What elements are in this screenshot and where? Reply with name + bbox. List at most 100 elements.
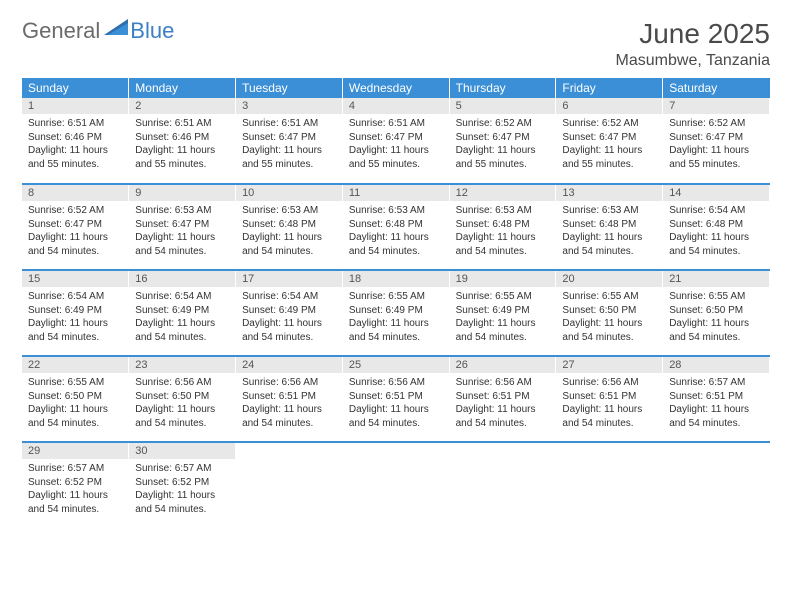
calendar-cell: 2Sunrise: 6:51 AMSunset: 6:46 PMDaylight… (129, 98, 236, 184)
day-content: Sunrise: 6:54 AMSunset: 6:48 PMDaylight:… (663, 201, 769, 262)
day-content: Sunrise: 6:53 AMSunset: 6:48 PMDaylight:… (450, 201, 556, 262)
day-content: Sunrise: 6:56 AMSunset: 6:51 PMDaylight:… (343, 373, 449, 434)
day-content: Sunrise: 6:54 AMSunset: 6:49 PMDaylight:… (22, 287, 128, 348)
sunset-line: Sunset: 6:51 PM (242, 390, 336, 404)
sunrise-line: Sunrise: 6:54 AM (242, 290, 336, 304)
calendar-cell: 10Sunrise: 6:53 AMSunset: 6:48 PMDayligh… (236, 184, 343, 270)
calendar-cell-empty (663, 442, 770, 528)
day-number: 9 (129, 185, 235, 201)
sunrise-line: Sunrise: 6:55 AM (669, 290, 763, 304)
sunrise-line: Sunrise: 6:52 AM (669, 117, 763, 131)
sunrise-line: Sunrise: 6:51 AM (28, 117, 122, 131)
sunrise-line: Sunrise: 6:53 AM (562, 204, 656, 218)
day-number: 21 (663, 271, 769, 287)
daylight-line: Daylight: 11 hours and 54 minutes. (562, 403, 656, 430)
day-number: 1 (22, 98, 128, 114)
sunset-line: Sunset: 6:51 PM (456, 390, 550, 404)
logo: General Blue (22, 18, 174, 44)
sunset-line: Sunset: 6:49 PM (28, 304, 122, 318)
daylight-line: Daylight: 11 hours and 54 minutes. (349, 231, 443, 258)
sunset-line: Sunset: 6:49 PM (135, 304, 229, 318)
calendar-cell-empty (236, 442, 343, 528)
day-number: 11 (343, 185, 449, 201)
day-number: 16 (129, 271, 235, 287)
weekday-header: Tuesday (236, 78, 343, 98)
daylight-line: Daylight: 11 hours and 54 minutes. (349, 317, 443, 344)
day-number: 22 (22, 357, 128, 373)
weekday-header: Friday (556, 78, 663, 98)
day-number: 27 (556, 357, 662, 373)
logo-text-general: General (22, 18, 100, 44)
day-number: 7 (663, 98, 769, 114)
weekday-header: Thursday (449, 78, 556, 98)
day-content: Sunrise: 6:53 AMSunset: 6:47 PMDaylight:… (129, 201, 235, 262)
sunset-line: Sunset: 6:47 PM (28, 218, 122, 232)
sunset-line: Sunset: 6:52 PM (135, 476, 229, 490)
day-number: 8 (22, 185, 128, 201)
sunrise-line: Sunrise: 6:51 AM (349, 117, 443, 131)
day-content: Sunrise: 6:53 AMSunset: 6:48 PMDaylight:… (556, 201, 662, 262)
sunrise-line: Sunrise: 6:55 AM (349, 290, 443, 304)
day-content: Sunrise: 6:52 AMSunset: 6:47 PMDaylight:… (556, 114, 662, 175)
daylight-line: Daylight: 11 hours and 54 minutes. (562, 317, 656, 344)
calendar-body: 1Sunrise: 6:51 AMSunset: 6:46 PMDaylight… (22, 98, 770, 528)
calendar-cell: 18Sunrise: 6:55 AMSunset: 6:49 PMDayligh… (342, 270, 449, 356)
logo-sail-icon (104, 17, 130, 42)
sunset-line: Sunset: 6:52 PM (28, 476, 122, 490)
day-content: Sunrise: 6:52 AMSunset: 6:47 PMDaylight:… (22, 201, 128, 262)
calendar-table: SundayMondayTuesdayWednesdayThursdayFrid… (22, 78, 770, 528)
sunset-line: Sunset: 6:51 PM (562, 390, 656, 404)
sunrise-line: Sunrise: 6:52 AM (28, 204, 122, 218)
calendar-cell: 21Sunrise: 6:55 AMSunset: 6:50 PMDayligh… (663, 270, 770, 356)
daylight-line: Daylight: 11 hours and 54 minutes. (669, 317, 763, 344)
sunrise-line: Sunrise: 6:56 AM (242, 376, 336, 390)
sunrise-line: Sunrise: 6:57 AM (669, 376, 763, 390)
sunrise-line: Sunrise: 6:57 AM (135, 462, 229, 476)
sunrise-line: Sunrise: 6:56 AM (135, 376, 229, 390)
day-number: 30 (129, 443, 235, 459)
sunset-line: Sunset: 6:49 PM (349, 304, 443, 318)
day-content: Sunrise: 6:55 AMSunset: 6:50 PMDaylight:… (556, 287, 662, 348)
calendar-cell: 24Sunrise: 6:56 AMSunset: 6:51 PMDayligh… (236, 356, 343, 442)
calendar-cell: 9Sunrise: 6:53 AMSunset: 6:47 PMDaylight… (129, 184, 236, 270)
sunset-line: Sunset: 6:48 PM (242, 218, 336, 232)
calendar-row: 22Sunrise: 6:55 AMSunset: 6:50 PMDayligh… (22, 356, 770, 442)
sunrise-line: Sunrise: 6:53 AM (349, 204, 443, 218)
month-title: June 2025 (616, 18, 770, 50)
sunrise-line: Sunrise: 6:55 AM (562, 290, 656, 304)
calendar-cell: 16Sunrise: 6:54 AMSunset: 6:49 PMDayligh… (129, 270, 236, 356)
daylight-line: Daylight: 11 hours and 55 minutes. (349, 144, 443, 171)
weekday-header: Wednesday (342, 78, 449, 98)
day-content: Sunrise: 6:55 AMSunset: 6:50 PMDaylight:… (663, 287, 769, 348)
sunset-line: Sunset: 6:50 PM (562, 304, 656, 318)
calendar-cell: 6Sunrise: 6:52 AMSunset: 6:47 PMDaylight… (556, 98, 663, 184)
calendar-row: 1Sunrise: 6:51 AMSunset: 6:46 PMDaylight… (22, 98, 770, 184)
sunrise-line: Sunrise: 6:55 AM (456, 290, 550, 304)
sunset-line: Sunset: 6:47 PM (562, 131, 656, 145)
day-number: 3 (236, 98, 342, 114)
header: General Blue June 2025 Masumbwe, Tanzani… (22, 18, 770, 70)
day-content: Sunrise: 6:51 AMSunset: 6:47 PMDaylight:… (343, 114, 449, 175)
day-content: Sunrise: 6:51 AMSunset: 6:46 PMDaylight:… (129, 114, 235, 175)
calendar-cell: 23Sunrise: 6:56 AMSunset: 6:50 PMDayligh… (129, 356, 236, 442)
sunset-line: Sunset: 6:47 PM (349, 131, 443, 145)
day-number: 20 (556, 271, 662, 287)
daylight-line: Daylight: 11 hours and 54 minutes. (135, 317, 229, 344)
calendar-cell: 13Sunrise: 6:53 AMSunset: 6:48 PMDayligh… (556, 184, 663, 270)
day-number: 5 (450, 98, 556, 114)
daylight-line: Daylight: 11 hours and 55 minutes. (562, 144, 656, 171)
sunset-line: Sunset: 6:49 PM (242, 304, 336, 318)
day-content: Sunrise: 6:56 AMSunset: 6:50 PMDaylight:… (129, 373, 235, 434)
daylight-line: Daylight: 11 hours and 54 minutes. (135, 403, 229, 430)
sunset-line: Sunset: 6:48 PM (669, 218, 763, 232)
sunset-line: Sunset: 6:50 PM (135, 390, 229, 404)
calendar-cell: 17Sunrise: 6:54 AMSunset: 6:49 PMDayligh… (236, 270, 343, 356)
sunrise-line: Sunrise: 6:53 AM (135, 204, 229, 218)
calendar-cell: 4Sunrise: 6:51 AMSunset: 6:47 PMDaylight… (342, 98, 449, 184)
sunset-line: Sunset: 6:51 PM (349, 390, 443, 404)
calendar-cell: 30Sunrise: 6:57 AMSunset: 6:52 PMDayligh… (129, 442, 236, 528)
calendar-cell: 27Sunrise: 6:56 AMSunset: 6:51 PMDayligh… (556, 356, 663, 442)
location: Masumbwe, Tanzania (616, 52, 770, 70)
daylight-line: Daylight: 11 hours and 54 minutes. (28, 489, 122, 516)
sunrise-line: Sunrise: 6:55 AM (28, 376, 122, 390)
